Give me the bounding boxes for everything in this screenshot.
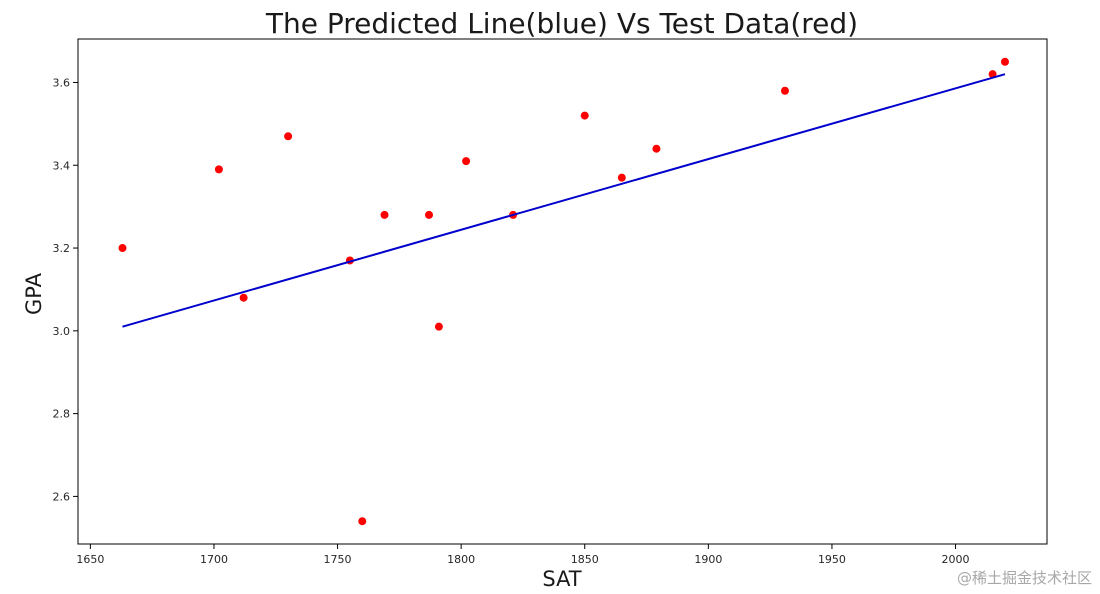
x-tick-label: 1900 xyxy=(694,553,722,566)
y-tick-label: 3.0 xyxy=(53,325,71,338)
data-point xyxy=(239,293,248,302)
data-point xyxy=(380,210,389,219)
x-tick-label: 1650 xyxy=(76,553,104,566)
x-tick-label: 1800 xyxy=(447,553,475,566)
x-tick-label: 1950 xyxy=(818,553,846,566)
x-axis-label: SAT xyxy=(542,567,581,591)
watermark: @稀土掘金技术社区 xyxy=(956,569,1092,587)
data-point xyxy=(462,157,471,166)
y-tick-label: 2.6 xyxy=(53,490,71,503)
data-point xyxy=(652,144,661,153)
x-tick-label: 1700 xyxy=(200,553,228,566)
plot-marks xyxy=(118,57,1009,526)
y-tick-label: 3.2 xyxy=(53,242,71,255)
data-point xyxy=(358,517,367,526)
data-point xyxy=(617,173,626,182)
plot-frame xyxy=(77,38,1048,545)
x-tick-label: 1850 xyxy=(571,553,599,566)
data-point xyxy=(580,111,589,120)
y-axis-label: GPA xyxy=(22,272,46,315)
data-point xyxy=(425,210,434,219)
y-tick-label: 3.6 xyxy=(53,76,71,89)
data-point xyxy=(1000,57,1009,66)
y-tick-label: 3.4 xyxy=(53,159,71,172)
data-point xyxy=(284,132,293,141)
x-tick-label: 1750 xyxy=(324,553,352,566)
predicted-line xyxy=(122,73,1006,328)
chart-title: The Predicted Line(blue) Vs Test Data(re… xyxy=(265,7,858,40)
x-tick-label: 2000 xyxy=(942,553,970,566)
data-point xyxy=(780,86,789,95)
data-point xyxy=(434,322,443,331)
data-point xyxy=(118,244,127,253)
y-tick-label: 2.8 xyxy=(53,408,71,421)
data-point xyxy=(214,165,223,174)
